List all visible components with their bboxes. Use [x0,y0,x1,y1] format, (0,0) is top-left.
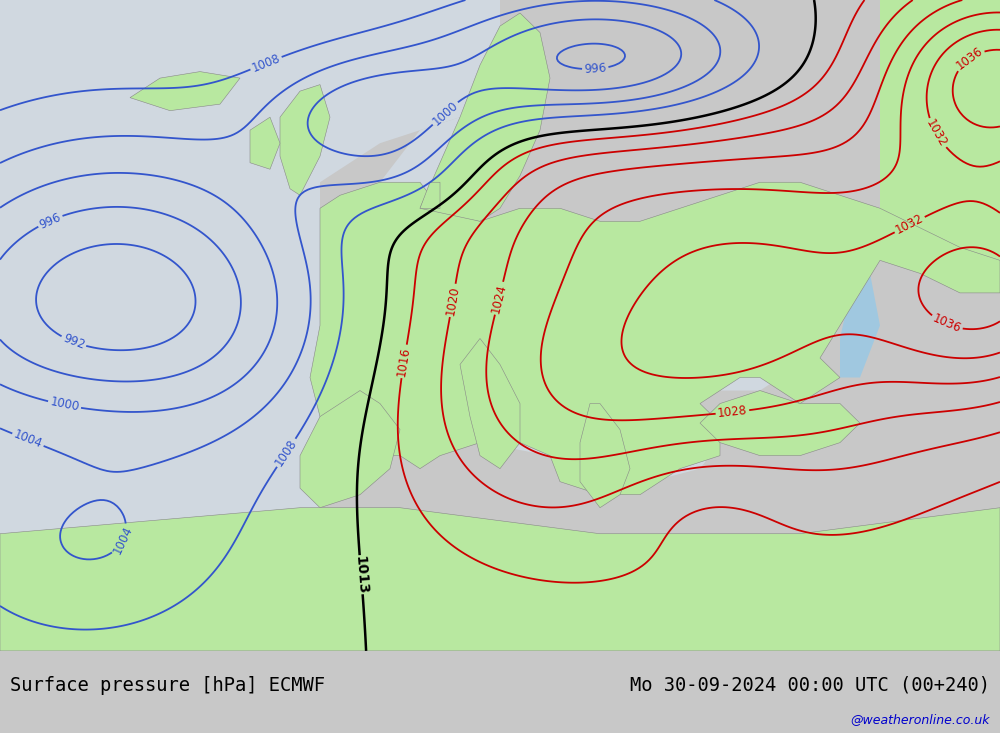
Polygon shape [840,273,880,377]
Text: 1036: 1036 [954,45,985,73]
Text: 992: 992 [61,332,86,352]
Text: 1008: 1008 [273,437,300,468]
Polygon shape [380,117,520,208]
Text: Surface pressure [hPa] ECMWF: Surface pressure [hPa] ECMWF [10,676,325,695]
Polygon shape [700,391,860,456]
Text: 1020: 1020 [444,284,462,316]
Polygon shape [130,72,240,111]
Text: 1032: 1032 [923,117,949,150]
Bar [0,0,320,651]
Text: 996: 996 [37,210,63,232]
Text: 1004: 1004 [111,523,135,556]
Bar [880,0,1000,260]
Text: 1036: 1036 [930,312,963,336]
Polygon shape [300,391,400,508]
Polygon shape [420,13,550,221]
Text: 1000: 1000 [49,396,80,414]
Polygon shape [580,404,630,508]
Polygon shape [280,84,330,195]
Text: Mo 30-09-2024 00:00 UTC (00+240): Mo 30-09-2024 00:00 UTC (00+240) [630,676,990,695]
Polygon shape [420,183,440,208]
Polygon shape [680,364,780,391]
Text: 1004: 1004 [12,428,44,452]
Text: 1032: 1032 [893,212,926,237]
Text: 1008: 1008 [250,51,282,75]
Text: 1028: 1028 [717,404,748,420]
Text: 1013: 1013 [353,555,370,594]
Polygon shape [0,508,1000,651]
Polygon shape [250,117,280,169]
Text: 1016: 1016 [395,345,413,377]
Text: @weatheronline.co.uk: @weatheronline.co.uk [850,713,990,726]
Text: 1000: 1000 [430,98,460,128]
Polygon shape [360,423,720,482]
Polygon shape [460,339,520,468]
Polygon shape [320,0,500,183]
Text: 1024: 1024 [489,282,509,314]
Text: 996: 996 [584,62,607,76]
Polygon shape [310,183,1000,495]
